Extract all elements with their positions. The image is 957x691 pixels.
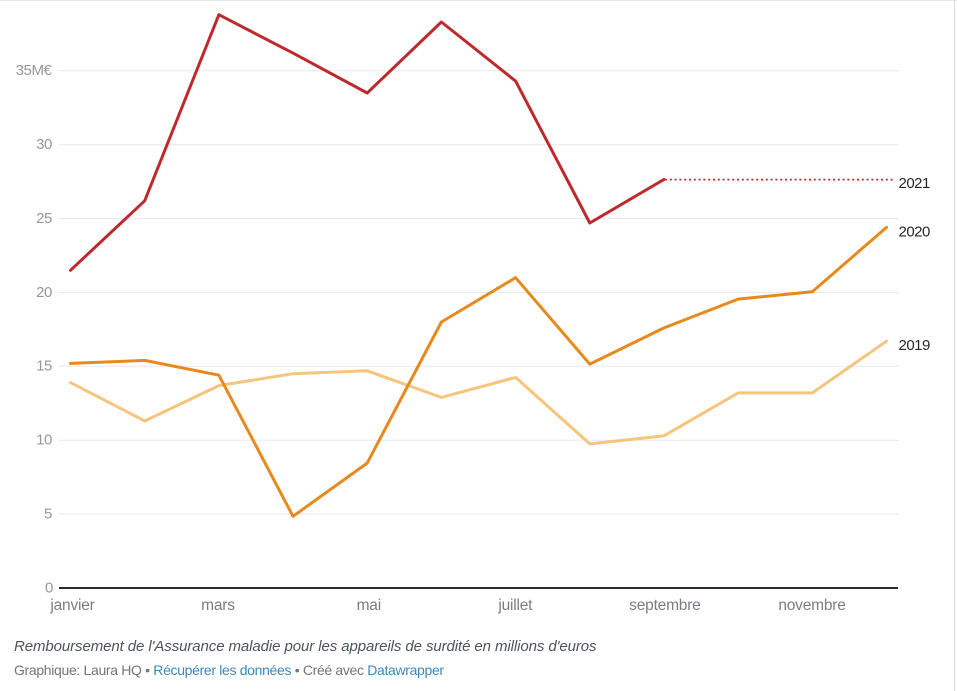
svg-text:septembre: septembre [629,597,700,614]
svg-text:10: 10 [36,432,52,449]
svg-text:janvier: janvier [49,597,94,614]
svg-text:novembre: novembre [778,597,845,614]
svg-text:25: 25 [36,210,52,227]
svg-text:5: 5 [44,505,52,522]
svg-text:15: 15 [36,358,52,375]
svg-text:0: 0 [45,579,53,596]
svg-text:mai: mai [357,597,381,614]
svg-text:juillet: juillet [497,597,533,614]
svg-text:2020: 2020 [899,224,931,241]
svg-text:30: 30 [36,136,52,153]
svg-text:2019: 2019 [899,337,931,354]
svg-text:2021: 2021 [899,175,931,192]
svg-text:mars: mars [201,597,235,614]
svg-text:20: 20 [36,284,52,301]
svg-text:35M€: 35M€ [16,62,53,79]
